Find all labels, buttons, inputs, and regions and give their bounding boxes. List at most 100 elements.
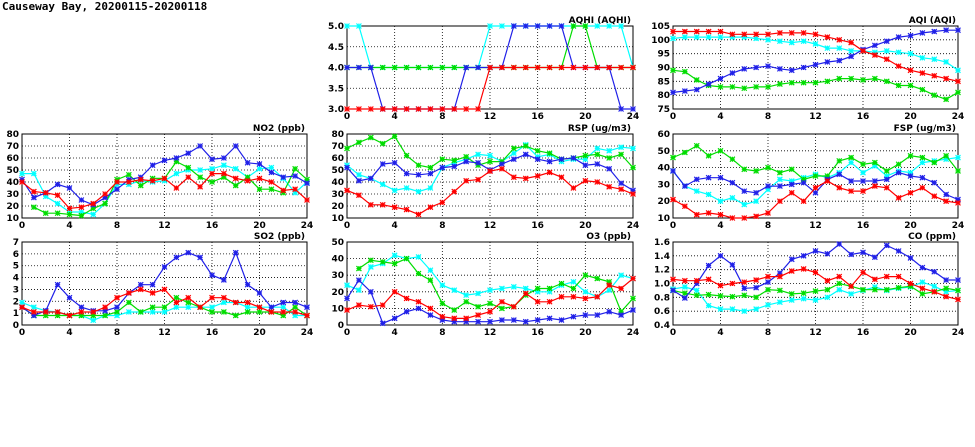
data-point [860,169,866,176]
x-tick-label: 20 [579,328,592,338]
data-point [209,165,215,172]
y-tick-label: 0 [13,321,19,331]
data-point [848,75,855,82]
data-point [848,251,855,258]
data-point [681,203,688,210]
data-point [895,273,902,280]
data-point [304,176,310,183]
x-tick-label: 0 [344,221,350,231]
data-point [256,186,263,193]
data-point [618,272,625,279]
data-point [475,151,482,158]
x-tick-label: 20 [253,328,266,338]
data-point [403,295,410,302]
data-point [741,85,748,92]
data-point [919,184,926,191]
data-point [582,152,589,159]
data-point [836,286,843,293]
data-point [618,106,625,112]
data-point [173,304,180,311]
data-point [379,302,386,309]
y-tick-label: 5.0 [328,22,344,32]
x-tick-label: 8 [439,221,445,231]
data-point [955,199,961,206]
data-point [546,288,553,295]
figure-title: Causeway Bay, 20200115-20200118 [2,0,208,13]
data-point [451,64,458,71]
data-point [137,281,144,288]
data-point [871,49,878,56]
panel-title: O3 (ppb) [586,232,631,242]
data-point [812,189,819,196]
data-point [30,194,37,201]
data-point [670,287,676,294]
y-tick-label: 1.0 [654,280,670,290]
data-point [812,173,819,179]
data-point [173,170,180,177]
data-point [860,178,866,184]
data-point [90,309,97,315]
data-point [403,64,410,71]
data-point [197,304,204,311]
data-point [848,290,855,297]
data-point [403,308,410,315]
series-3 [344,275,636,322]
data-point [630,64,636,71]
data-point [149,309,156,315]
data-point [439,164,446,171]
data-point [367,257,374,264]
data-point [558,280,565,287]
data-point [391,252,398,259]
panel-title: FSP (ug/m3) [894,124,956,134]
data-point [185,249,192,256]
data-point [570,23,577,29]
data-point [693,188,700,195]
data-point [344,23,350,29]
data-point [871,162,878,169]
data-point [729,70,736,76]
panel-2: 10 20 30 40 50 60 70 80 0 4 8 12 16 20 24 NO2 (ppb) [6,124,313,231]
y-tick-label: 90 [657,64,670,74]
data-point [848,159,855,166]
data-point [534,298,541,305]
y-tick-label: 7 [13,238,19,248]
data-point [788,67,795,74]
data-point [54,181,61,188]
panel-7: 0.4 0.6 0.8 1.0 1.2 1.4 1.6 0 4 8 12 16 20 24 CO (ppm) [654,232,964,338]
data-point [19,304,25,311]
y-tick-label: 60 [6,154,19,164]
data-point [173,155,180,161]
data-point [30,170,37,177]
data-point [570,293,577,300]
series-0 [670,154,961,208]
data-point [280,187,287,194]
y-tick-label: 1.2 [654,266,670,276]
series-1 [344,23,636,71]
data-point [582,295,589,302]
x-tick-label: 0 [670,112,676,122]
data-point [54,309,61,315]
data-point [871,183,878,190]
x-tick-label: 12 [158,221,171,231]
data-point [848,178,855,184]
data-point [800,290,807,297]
data-point [836,157,843,164]
data-point [161,309,168,315]
data-point [836,75,843,82]
data-point [379,161,386,167]
data-point [487,64,493,71]
data-point [78,304,85,311]
data-point [741,285,748,292]
data-point [907,50,914,57]
data-point [558,64,565,71]
data-point [244,174,251,181]
data-point [292,186,299,193]
data-point [439,156,446,163]
data-point [209,294,215,301]
data-point [670,276,676,283]
data-point [185,294,192,301]
data-point [848,53,855,60]
data-point [693,86,700,93]
data-point [427,185,434,191]
data-point [54,281,61,288]
